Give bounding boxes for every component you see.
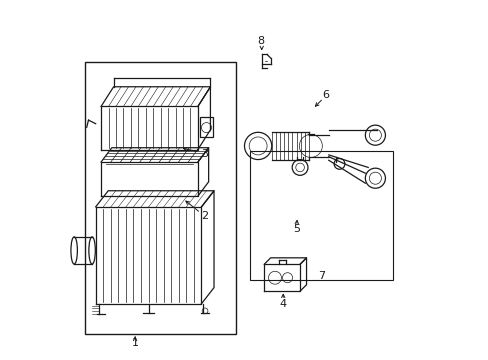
Text: 3: 3 [201,149,207,159]
Bar [85,62,235,334]
Text: 5: 5 [292,225,299,234]
Text: 1: 1 [131,338,138,348]
Text: 8: 8 [257,36,264,46]
Text: 2: 2 [201,211,207,221]
Text: 6: 6 [322,90,329,100]
Text: 4: 4 [279,299,286,309]
Bar [199,117,213,136]
Bar [249,151,392,280]
Text: 7: 7 [317,271,325,281]
